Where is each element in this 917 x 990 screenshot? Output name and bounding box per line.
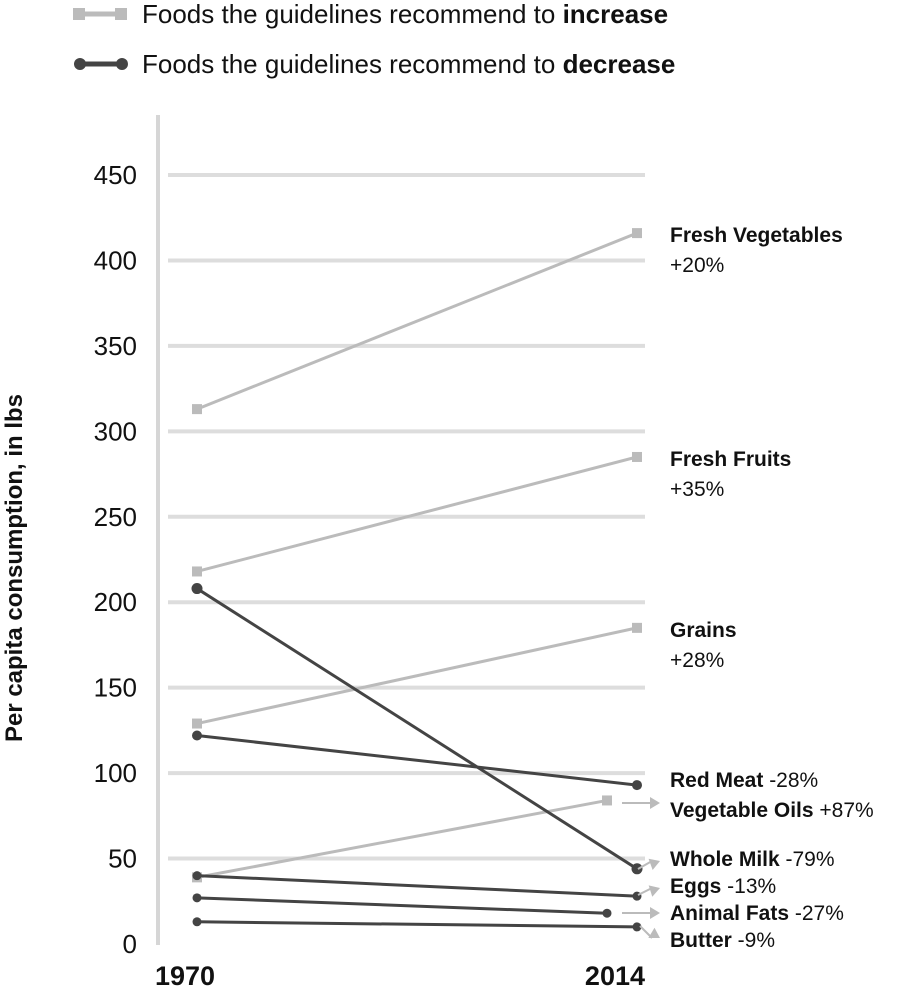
legend-marker-increase-end <box>115 8 127 20</box>
label-whole-milk: Whole Milk -79% <box>670 848 835 871</box>
legend-marker-decrease-end <box>116 58 128 70</box>
point-fresh-fruits-2014 <box>632 451 642 462</box>
y-tick-400: 400 <box>94 245 137 275</box>
label-fresh-vegetables: Fresh Vegetables +20% <box>670 224 843 277</box>
x-tick-2014: 2014 <box>585 961 645 990</box>
point-whole-milk-1970 <box>191 583 203 595</box>
legend-entry-decrease: Foods the guidelines recommend to decrea… <box>142 49 675 79</box>
series-line-eggs <box>196 874 638 898</box>
point-vegetable-oils-2014 <box>602 795 612 806</box>
label-arrowhead-eggs <box>648 885 660 897</box>
y-tick-0: 0 <box>123 929 137 959</box>
label-grains: Grains +28% <box>670 619 737 672</box>
y-tick-50: 50 <box>108 844 137 874</box>
legend-entry-increase: Foods the guidelines recommend to increa… <box>142 0 668 29</box>
series-line-vegetable-oils <box>196 798 608 879</box>
label-arrowhead-whole-milk <box>648 858 660 871</box>
series-line-animal-fats <box>196 896 608 915</box>
point-red-meat-2014 <box>632 780 642 791</box>
y-tick-150: 150 <box>94 673 137 703</box>
label-arrow-eggs <box>637 887 653 896</box>
label-butter: Butter -9% <box>670 929 775 952</box>
series-labels: Fresh Vegetables +20% Fresh Fruits +35% Grai… <box>622 224 874 952</box>
legend-marker-decrease <box>74 58 86 70</box>
y-tick-300: 300 <box>94 416 137 446</box>
point-grains-2014 <box>632 622 642 633</box>
label-arrowhead-butter <box>648 927 660 938</box>
label-arrowhead-animal-fats <box>650 907 660 919</box>
point-grains-1970 <box>192 718 202 729</box>
point-animal-fats-2014 <box>602 908 612 918</box>
legend: Foods the guidelines recommend to increa… <box>73 0 675 79</box>
y-tick-200: 200 <box>94 587 137 617</box>
point-fresh-fruits-1970 <box>192 566 202 577</box>
point-whole-milk-2014 <box>631 863 643 875</box>
y-tick-labels: 0 50 100 150 200 250 300 350 400 450 <box>94 160 137 959</box>
point-butter-1970 <box>192 917 202 927</box>
point-fresh-vegetables-2014 <box>632 228 642 239</box>
series-line-grains <box>196 626 638 726</box>
series-line-fresh-fruits <box>196 455 638 573</box>
label-red-meat: Red Meat -28% <box>670 769 818 792</box>
y-tick-250: 250 <box>94 502 137 532</box>
label-animal-fats: Animal Fats -27% <box>670 902 844 925</box>
series-line-fresh-vegetables <box>196 231 638 411</box>
series-line-whole-milk <box>196 587 638 871</box>
point-fresh-vegetables-1970 <box>192 404 202 415</box>
point-butter-2014 <box>632 922 642 932</box>
y-tick-100: 100 <box>94 758 137 788</box>
x-tick-1970: 1970 <box>155 961 215 990</box>
label-eggs: Eggs -13% <box>670 875 776 898</box>
x-tick-labels: 1970 2014 <box>155 961 645 990</box>
label-vegetable-oils: Vegetable Oils +87% <box>670 799 874 822</box>
legend-marker-increase <box>73 8 85 20</box>
label-fresh-fruits: Fresh Fruits +35% <box>670 448 791 501</box>
y-tick-350: 350 <box>94 331 137 361</box>
y-axis-label: Per capita consumption, in lbs <box>1 394 28 742</box>
series-line-butter <box>196 920 638 929</box>
gridlines <box>168 173 645 861</box>
label-arrow-whole-milk <box>637 860 653 870</box>
y-tick-450: 450 <box>94 160 137 190</box>
label-arrowhead-vegetable-oils <box>650 797 660 809</box>
point-animal-fats-1970 <box>192 893 202 903</box>
point-eggs-1970 <box>192 871 202 881</box>
series-line-red-meat <box>196 734 638 787</box>
point-red-meat-1970 <box>192 730 202 741</box>
series-decrease-group <box>191 583 643 932</box>
series-increase-group <box>192 228 642 883</box>
